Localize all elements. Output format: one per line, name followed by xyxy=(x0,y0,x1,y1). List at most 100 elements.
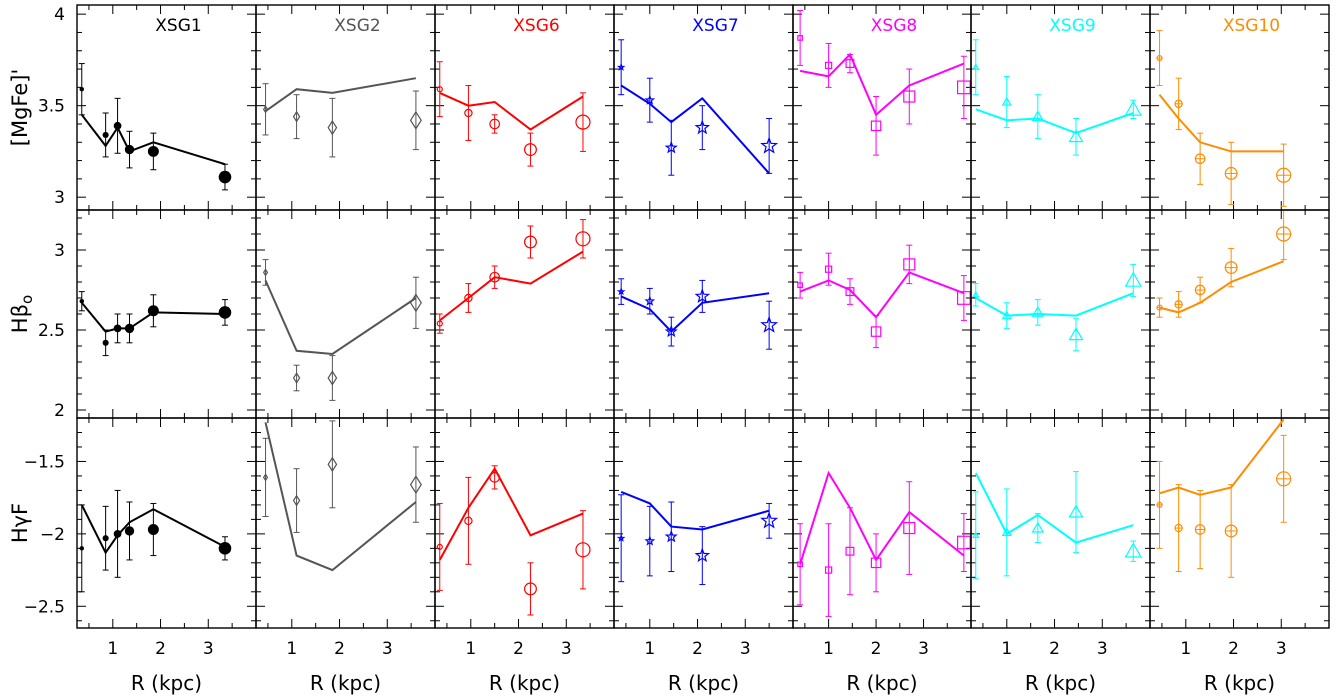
data-point xyxy=(218,536,232,561)
marker-square xyxy=(797,35,803,41)
panel-xsg9-row3: 1 2 3R (kpc) xyxy=(970,417,1151,695)
data-point xyxy=(1031,299,1045,326)
marker-star xyxy=(694,547,711,563)
model-line xyxy=(81,114,226,166)
data-point xyxy=(1174,484,1183,573)
data-point xyxy=(1194,276,1206,304)
x-tick-label: 1 xyxy=(286,639,297,659)
data-point xyxy=(616,278,626,305)
marker-dot xyxy=(218,306,232,319)
data-point xyxy=(644,77,656,123)
data-point xyxy=(1068,471,1084,554)
model-line xyxy=(975,292,1134,317)
model-line xyxy=(975,108,1134,135)
data-point xyxy=(797,523,804,606)
marker-diamond xyxy=(409,475,422,495)
x-axis-label: R (kpc) xyxy=(846,671,917,695)
data-point xyxy=(845,278,855,305)
marker-star xyxy=(760,136,779,154)
x-tick-label: 1 xyxy=(1180,639,1191,659)
data-point xyxy=(824,252,833,286)
data-point xyxy=(1031,94,1045,140)
marker-star xyxy=(616,62,626,71)
data-point xyxy=(1001,302,1012,329)
marker-star xyxy=(694,288,711,303)
panel-title: XSG2 xyxy=(334,16,380,36)
x-axis-label: R (kpc) xyxy=(489,671,560,695)
model-line xyxy=(799,470,965,565)
data-point xyxy=(523,132,537,167)
marker-triangle xyxy=(1031,305,1045,317)
data-point xyxy=(292,468,301,533)
data-point xyxy=(845,507,855,596)
marker-diamond xyxy=(262,268,269,277)
marker-circle xyxy=(523,235,537,249)
panel-frame xyxy=(970,417,1151,629)
panel-frame xyxy=(613,209,794,419)
panel-frame xyxy=(1149,209,1330,419)
data-point xyxy=(903,244,916,285)
y-tick-label: −1.5 xyxy=(24,452,65,472)
marker-dot xyxy=(147,524,159,536)
model-line xyxy=(264,77,417,113)
data-point xyxy=(262,83,269,136)
panel-frame xyxy=(792,209,972,419)
marker-star xyxy=(664,324,678,338)
marker-dot xyxy=(79,86,85,92)
marker-dot xyxy=(79,298,85,304)
panel-title: XSG1 xyxy=(155,16,201,36)
marker-square xyxy=(870,557,882,569)
marker-square xyxy=(824,566,833,574)
data-point xyxy=(1224,484,1238,578)
y-tick-label: 4 xyxy=(54,5,65,25)
marker-triangle xyxy=(1031,110,1045,122)
y-tick-label: 3 xyxy=(54,241,65,261)
panel-xsg1-row1: 3 3.5 4 XSG1 [MgFe]' xyxy=(8,4,257,211)
x-tick-label: 2 xyxy=(1228,639,1239,659)
data-point xyxy=(327,420,338,509)
marker-triangle xyxy=(1001,310,1012,320)
data-point xyxy=(1068,318,1084,352)
data-point xyxy=(845,53,855,74)
marker-triangle xyxy=(1001,96,1012,106)
x-tick-label: 2 xyxy=(155,639,166,659)
marker-diamond xyxy=(327,456,338,473)
marker-square xyxy=(797,561,803,568)
marker-circle xyxy=(575,114,591,130)
x-axis-label: R (kpc) xyxy=(1204,671,1275,695)
marker-dot xyxy=(124,526,135,536)
panel-frame xyxy=(255,417,436,629)
panel-xsg8-row1: XSG8 xyxy=(792,4,972,211)
marker-circle xyxy=(575,542,591,558)
model-line xyxy=(438,466,584,561)
data-point xyxy=(1194,489,1206,570)
x-tick-label: 1 xyxy=(644,639,655,659)
panel-xsg8-row3: 1 2 3R (kpc) xyxy=(792,417,972,695)
marker-diamond xyxy=(409,110,422,130)
data-point xyxy=(644,287,656,315)
panel-xsg10-row1: XSG10 xyxy=(1149,4,1330,211)
data-point xyxy=(124,313,135,344)
marker-square xyxy=(845,287,855,297)
panel-xsg9-row1: XSG9 xyxy=(970,4,1151,211)
data-point xyxy=(292,94,301,140)
marker-diamond xyxy=(327,119,338,136)
x-tick-label: 2 xyxy=(692,639,703,659)
marker-square xyxy=(956,80,971,95)
marker-star xyxy=(760,315,779,333)
marker-triangle xyxy=(1068,327,1084,341)
data-point xyxy=(523,225,537,259)
data-point xyxy=(489,265,501,289)
panel-xsg8-row2 xyxy=(792,209,972,419)
data-point xyxy=(124,501,135,561)
x-tick-label: 2 xyxy=(871,639,882,659)
data-point xyxy=(218,163,232,191)
marker-circle xyxy=(436,320,443,327)
panel-title: XSG8 xyxy=(871,16,917,36)
y-tick-label: 2 xyxy=(54,401,65,421)
data-point xyxy=(78,63,85,116)
data-point xyxy=(292,364,301,392)
x-tick-label: 2 xyxy=(1049,639,1060,659)
marker-star xyxy=(644,94,656,105)
data-point xyxy=(616,494,626,583)
